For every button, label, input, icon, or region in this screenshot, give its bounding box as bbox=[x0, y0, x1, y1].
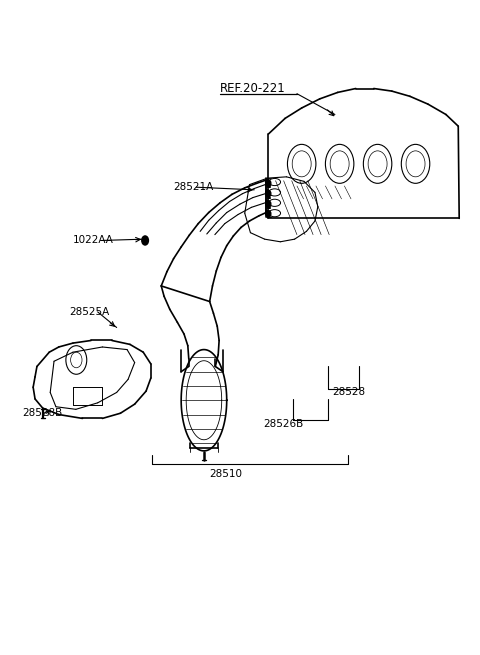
Text: 28510: 28510 bbox=[210, 469, 242, 479]
Circle shape bbox=[142, 236, 148, 245]
Text: 28528: 28528 bbox=[332, 388, 365, 398]
Text: 28521A: 28521A bbox=[174, 182, 214, 192]
Text: 28526B: 28526B bbox=[263, 419, 303, 428]
Text: 28528B: 28528B bbox=[22, 408, 62, 419]
Text: 1022AA: 1022AA bbox=[73, 236, 114, 246]
Circle shape bbox=[265, 200, 269, 206]
Circle shape bbox=[266, 201, 271, 208]
Circle shape bbox=[266, 191, 271, 197]
Circle shape bbox=[266, 211, 271, 217]
Circle shape bbox=[266, 180, 271, 187]
Circle shape bbox=[265, 179, 269, 185]
Circle shape bbox=[265, 211, 269, 215]
Text: REF.20-221: REF.20-221 bbox=[220, 82, 286, 95]
Circle shape bbox=[265, 190, 269, 195]
Text: 28525A: 28525A bbox=[69, 307, 109, 317]
